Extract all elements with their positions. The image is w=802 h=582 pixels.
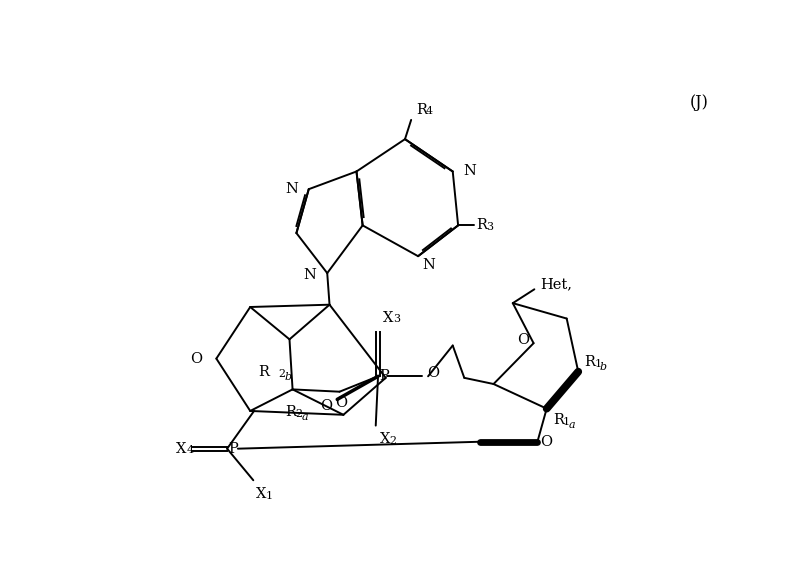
Text: R: R <box>476 218 487 232</box>
Text: 2: 2 <box>278 369 286 379</box>
Text: R: R <box>552 413 563 427</box>
Text: O: O <box>540 435 552 449</box>
Text: 2: 2 <box>389 436 396 446</box>
Text: a: a <box>568 420 574 430</box>
Text: 4: 4 <box>425 107 432 116</box>
Text: b: b <box>285 372 291 382</box>
Text: 1: 1 <box>265 491 273 501</box>
Text: 1: 1 <box>562 417 569 427</box>
Text: O: O <box>320 399 332 413</box>
Text: O: O <box>334 396 346 410</box>
Text: 3: 3 <box>486 222 493 232</box>
Text: N: N <box>421 258 434 272</box>
Text: 2: 2 <box>295 409 302 419</box>
Text: O: O <box>516 333 529 347</box>
Text: O: O <box>426 366 438 380</box>
Text: X: X <box>176 442 186 456</box>
Text: b: b <box>599 362 606 372</box>
Text: R: R <box>285 406 295 420</box>
Text: N: N <box>463 165 476 179</box>
Text: R: R <box>415 103 426 117</box>
Text: N: N <box>303 268 316 282</box>
Text: 1: 1 <box>593 359 601 369</box>
Text: Het,: Het, <box>539 277 571 291</box>
Text: P: P <box>228 442 238 456</box>
Text: P: P <box>379 370 389 384</box>
Text: N: N <box>285 182 298 196</box>
Text: 3: 3 <box>392 314 399 324</box>
Text: X: X <box>383 311 392 325</box>
Text: O: O <box>190 352 202 365</box>
Text: a: a <box>302 412 308 422</box>
Text: (J): (J) <box>689 94 708 112</box>
Text: X: X <box>255 487 265 501</box>
Text: X: X <box>379 432 390 446</box>
Text: R: R <box>258 365 269 379</box>
Text: R: R <box>584 356 594 370</box>
Text: 4: 4 <box>186 445 193 455</box>
